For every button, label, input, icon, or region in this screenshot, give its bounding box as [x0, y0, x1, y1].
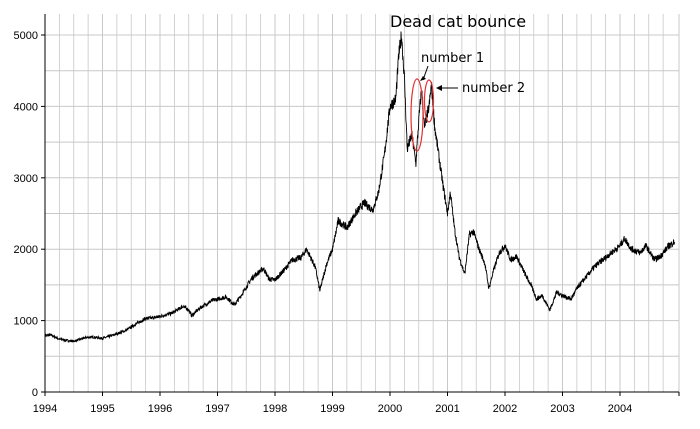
x-tick-label: 1998	[263, 403, 287, 415]
y-tick-label: 5000	[14, 30, 38, 42]
annotation-number-1: number 1	[421, 51, 484, 66]
x-tick-label: 1996	[148, 403, 172, 415]
x-tick-label: 1999	[320, 403, 344, 415]
x-tick-label: 2003	[550, 403, 574, 415]
y-tick-label: 2000	[14, 244, 38, 256]
x-tick-label: 1994	[33, 403, 57, 415]
annotation-number-2: number 2	[462, 81, 525, 96]
x-tick-label: 2000	[378, 403, 402, 415]
x-tick-label: 2001	[435, 403, 459, 415]
y-tick-label: 0	[32, 387, 38, 399]
y-tick-label: 3000	[14, 173, 38, 185]
highlight-ellipse-2	[423, 79, 435, 123]
x-tick-label: 1997	[205, 403, 229, 415]
grid	[45, 14, 680, 392]
x-tick-label: 1995	[90, 403, 114, 415]
highlight-ellipse-1	[410, 78, 424, 152]
x-tick-label: 2002	[493, 403, 517, 415]
arrow-number-2	[436, 85, 458, 91]
series-line	[44, 31, 676, 344]
y-tick-label: 1000	[14, 316, 38, 328]
arrow-number-1	[420, 65, 429, 81]
chart-title: Dead cat bounce	[390, 12, 526, 31]
y-tick-label: 4000	[14, 101, 38, 113]
axes: 0 1000 2000 3000 4000 5000 1994 1995 1996 1997 199…	[14, 14, 680, 415]
x-tick-label: 2004	[608, 403, 632, 415]
